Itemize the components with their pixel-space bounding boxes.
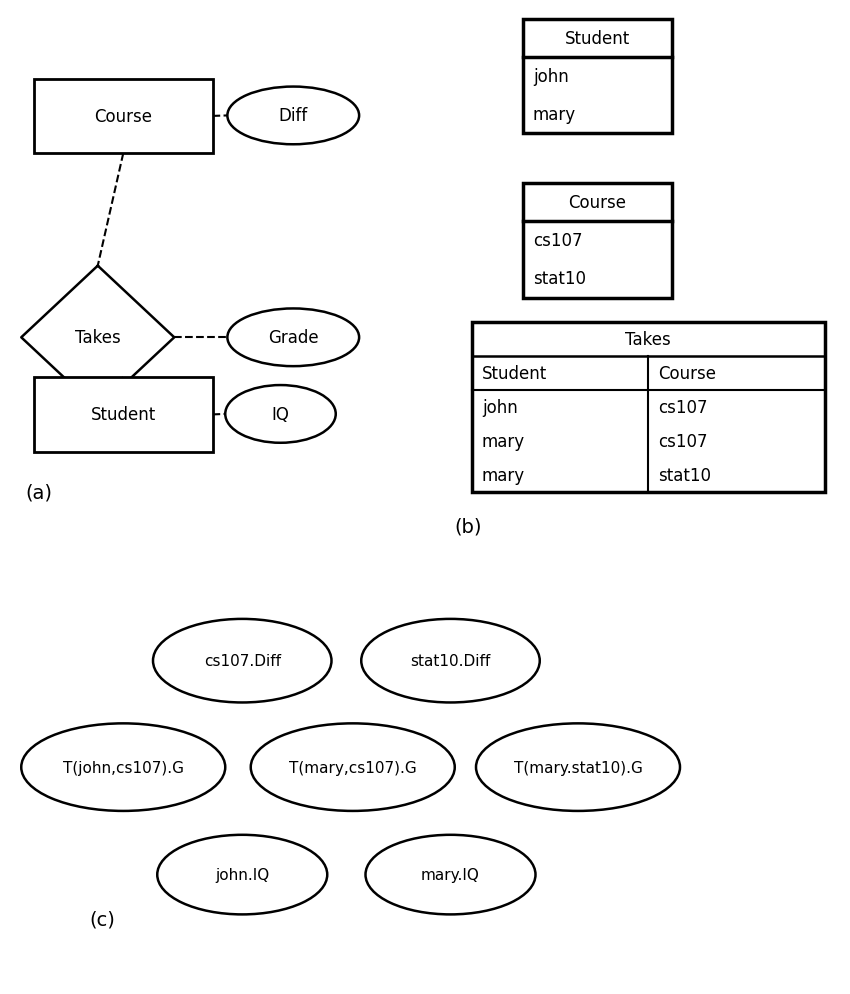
- Text: Course: Course: [568, 194, 626, 212]
- Text: stat10: stat10: [533, 270, 586, 288]
- Ellipse shape: [251, 724, 455, 811]
- Text: mary: mary: [533, 106, 576, 124]
- Text: cs107.Diff: cs107.Diff: [204, 653, 280, 669]
- Bar: [523, 184, 672, 298]
- Text: T(john,cs107).G: T(john,cs107).G: [63, 759, 184, 775]
- Bar: [472, 323, 824, 492]
- Text: Grade: Grade: [268, 329, 319, 347]
- Text: T(mary.stat10).G: T(mary.stat10).G: [513, 759, 643, 775]
- Bar: [34, 80, 212, 154]
- Text: Diff: Diff: [279, 107, 308, 125]
- Text: mary: mary: [482, 466, 525, 484]
- Text: mary.IQ: mary.IQ: [421, 867, 480, 883]
- Text: Takes: Takes: [75, 329, 121, 347]
- Text: john: john: [533, 68, 569, 86]
- Text: Student: Student: [91, 406, 156, 424]
- Text: john.IQ: john.IQ: [215, 867, 269, 883]
- Text: cs107: cs107: [658, 432, 708, 450]
- Bar: [523, 20, 672, 134]
- Text: cs107: cs107: [533, 232, 582, 250]
- Bar: [34, 378, 212, 452]
- Text: T(mary,cs107).G: T(mary,cs107).G: [289, 759, 416, 775]
- Text: (c): (c): [89, 910, 115, 929]
- Ellipse shape: [227, 87, 359, 145]
- Ellipse shape: [227, 309, 359, 367]
- Text: stat10.Diff: stat10.Diff: [411, 653, 490, 669]
- Ellipse shape: [21, 724, 225, 811]
- Text: cs107: cs107: [658, 399, 708, 416]
- Text: (b): (b): [455, 517, 482, 537]
- Ellipse shape: [225, 386, 336, 443]
- Text: (a): (a): [26, 482, 53, 502]
- Text: Student: Student: [482, 365, 547, 383]
- Text: john: john: [482, 399, 518, 416]
- Text: Course: Course: [94, 107, 152, 126]
- Ellipse shape: [366, 835, 536, 914]
- Ellipse shape: [153, 619, 332, 703]
- Text: Course: Course: [658, 365, 717, 383]
- Ellipse shape: [361, 619, 540, 703]
- Ellipse shape: [157, 835, 327, 914]
- Text: stat10: stat10: [658, 466, 711, 484]
- Text: IQ: IQ: [271, 406, 290, 423]
- Text: Student: Student: [564, 30, 630, 48]
- Text: Takes: Takes: [626, 331, 671, 349]
- Text: mary: mary: [482, 432, 525, 450]
- Ellipse shape: [476, 724, 680, 811]
